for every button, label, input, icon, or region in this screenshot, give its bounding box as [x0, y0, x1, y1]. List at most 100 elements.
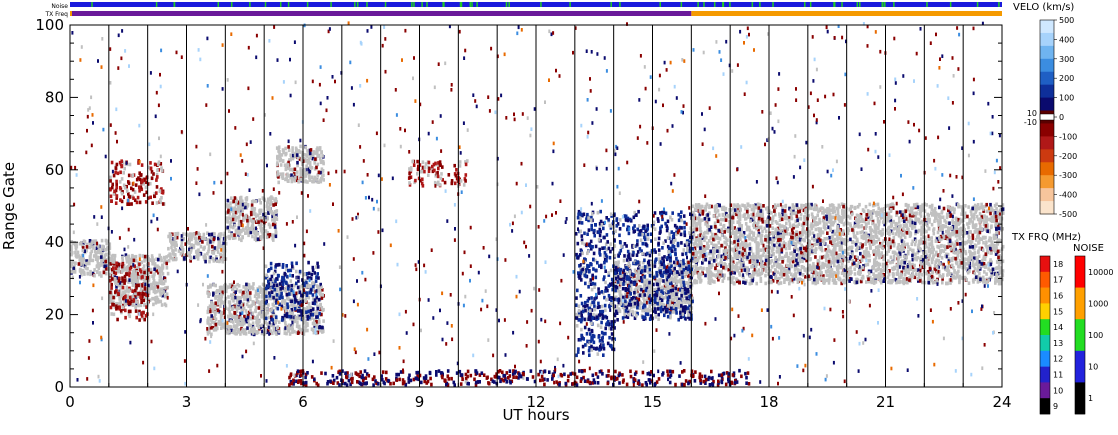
scatter-cell: [614, 295, 617, 300]
scatter-cell: [300, 156, 304, 160]
scatter-cell: [982, 209, 985, 213]
scatter-cell: [987, 267, 990, 271]
scatter-cell: [776, 221, 779, 225]
scatter-cell: [687, 274, 690, 278]
scatter-cell: [288, 326, 291, 331]
scatter-cell: [949, 213, 953, 217]
scatter-cell: [137, 303, 140, 308]
noise-strip-label: Noise: [51, 3, 68, 10]
scatter-cell: [833, 270, 836, 275]
scatter-cell: [261, 235, 264, 239]
scatter-cell: [951, 207, 954, 211]
scatter-cell: [663, 290, 667, 295]
scatter-cell: [165, 266, 169, 270]
scatter-cell: [157, 270, 160, 275]
scatter-cell: [181, 246, 184, 250]
scatter-cell: [919, 229, 923, 233]
scatter-cell: [97, 266, 101, 271]
scatter-cell: [154, 301, 158, 305]
scatter-cell: [302, 152, 306, 157]
scatter-cell: [237, 306, 241, 310]
scatter-cell: [208, 259, 211, 264]
scatter-cell: [927, 270, 930, 274]
scatter-cell: [246, 218, 249, 223]
scatter-cell: [791, 237, 794, 242]
scatter-cell: [163, 260, 166, 265]
scatter-cell: [93, 240, 96, 245]
scatter-cell: [706, 220, 710, 225]
scatter-cell: [781, 212, 784, 217]
scatter-cell: [190, 245, 193, 249]
scatter-cell: [313, 324, 316, 328]
scatter-cell: [892, 257, 896, 262]
scatter-cell: [829, 208, 833, 213]
scatter-cell: [817, 241, 820, 246]
scatter-cell: [675, 278, 678, 282]
scatter-cell: [709, 225, 713, 229]
scatter-cell: [94, 257, 98, 261]
scatter-cell: [706, 224, 709, 228]
scatter-cell: [615, 263, 619, 268]
scatter-cell: [693, 271, 696, 275]
scatter-cell: [219, 252, 222, 257]
scatter-cell: [315, 309, 318, 314]
noise-strip-fleck: [804, 2, 806, 7]
scatter-cell: [742, 234, 745, 239]
scatter-cell: [857, 222, 860, 227]
scatter-cell: [320, 306, 324, 310]
scatter-cell: [826, 244, 830, 249]
scatter-cell: [642, 284, 646, 288]
scatter-cell: [675, 281, 678, 286]
scatter-cell: [842, 238, 845, 242]
scatter-cell: [151, 274, 154, 279]
scatter-cell: [944, 254, 947, 258]
scatter-cell: [812, 270, 815, 275]
scatter-cell: [233, 196, 237, 200]
scatter-cell: [272, 328, 276, 333]
scatter-cell: [304, 153, 308, 157]
scatter-cell: [683, 274, 687, 279]
scatter-cell: [240, 323, 243, 327]
scatter-cell: [304, 299, 307, 303]
scatter-cell: [300, 158, 303, 162]
scatter-cell: [206, 231, 209, 235]
scatter-cell: [264, 212, 268, 216]
noise-strip-fleck: [384, 2, 387, 7]
scatter-cell: [981, 218, 984, 222]
scatter-cell: [220, 232, 223, 236]
scatter-cell: [162, 287, 166, 291]
scatter-cell: [901, 218, 904, 223]
scatter-cell: [990, 251, 993, 255]
scatter-cell: [258, 217, 262, 222]
scatter-cell: [877, 226, 880, 230]
scatter-cell: [284, 146, 287, 151]
scatter-cell: [246, 220, 250, 225]
scatter-cell: [903, 243, 906, 247]
scatter-cell: [233, 330, 236, 335]
noise-strip-fleck: [287, 2, 290, 7]
scatter-cell: [699, 280, 702, 284]
scatter-cell: [700, 218, 704, 222]
scatter-cell: [741, 203, 744, 208]
scatter-cell: [174, 240, 178, 245]
scatter-cell: [652, 304, 656, 309]
scatter-cell: [267, 205, 271, 210]
scatter-cell: [692, 227, 695, 232]
scatter-cell: [949, 244, 952, 248]
scatter-cell: [247, 304, 250, 309]
scatter-cell: [811, 274, 815, 279]
scatter-cell: [237, 319, 240, 323]
scatter-cell: [116, 281, 119, 285]
noise-strip-fleck: [411, 2, 413, 7]
scatter-cell: [743, 250, 747, 255]
scatter-cell: [698, 212, 702, 217]
scatter-cell: [208, 323, 211, 327]
scatter-cell: [284, 167, 288, 172]
scatter-cell: [713, 280, 716, 284]
scatter-cell: [304, 179, 307, 184]
scatter-cell: [645, 300, 648, 305]
scatter-cell: [264, 320, 267, 325]
scatter-cell: [169, 234, 172, 238]
scatter-cell: [907, 267, 910, 272]
scatter-cell: [795, 230, 798, 234]
